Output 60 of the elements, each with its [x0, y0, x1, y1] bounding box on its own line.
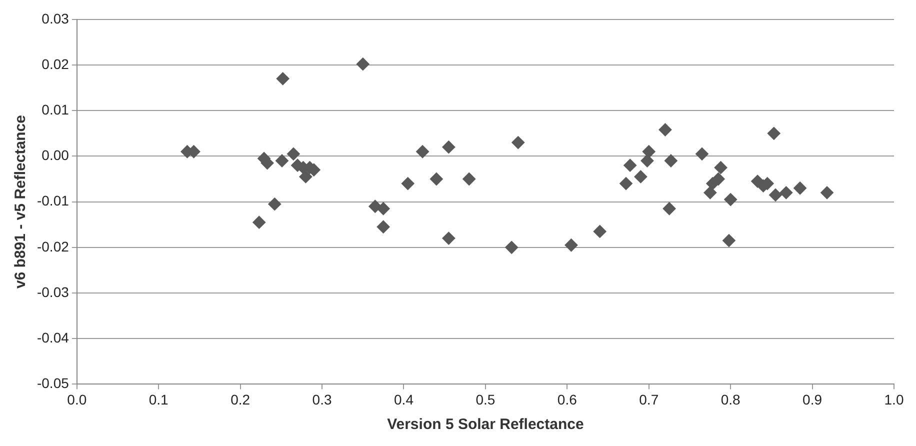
point — [712, 172, 725, 186]
point — [624, 158, 637, 172]
x-tick-label: 0.4 — [394, 391, 414, 408]
x-tick-label: 0.2 — [230, 391, 250, 408]
point — [767, 126, 780, 140]
point — [722, 234, 736, 248]
y-tick-label: -0.02 — [36, 238, 70, 254]
point — [442, 140, 456, 154]
x-axis-title: Version 5 Solar Reflectance — [387, 416, 584, 434]
point — [769, 188, 782, 202]
point — [299, 170, 312, 184]
point — [619, 177, 632, 190]
point — [356, 58, 370, 71]
point — [634, 170, 648, 184]
point — [724, 193, 738, 206]
y-tick-label: 0.00 — [42, 147, 70, 164]
point — [505, 240, 518, 254]
point — [664, 154, 678, 168]
y-tick-label: 0.03 — [42, 10, 70, 26]
x-tick-label: 0.5 — [476, 391, 496, 408]
y-tick-label: 0.01 — [42, 101, 70, 118]
x-tick-label: 0.0 — [67, 391, 87, 408]
y-axis-title: v6 b891 - v5 Reflectance — [12, 115, 30, 289]
y-tick-label: -0.05 — [36, 375, 70, 392]
point — [416, 145, 430, 158]
point — [401, 177, 414, 190]
point — [662, 202, 676, 216]
point — [780, 186, 793, 200]
point — [695, 147, 708, 160]
point — [376, 202, 390, 216]
point — [564, 238, 578, 252]
x-tick-label: 1.0 — [884, 391, 904, 408]
x-tick-label: 0.7 — [639, 391, 659, 408]
x-tick-label: 0.8 — [720, 391, 741, 408]
point — [512, 136, 525, 150]
point — [276, 72, 290, 86]
point — [462, 172, 476, 186]
point — [820, 186, 834, 200]
point — [286, 147, 300, 160]
point — [442, 232, 456, 245]
point — [276, 154, 288, 168]
point — [658, 123, 672, 136]
x-tick-label: 0.3 — [312, 391, 332, 408]
point — [714, 161, 728, 174]
x-tick-label: 0.1 — [148, 391, 169, 408]
point — [376, 220, 390, 234]
point — [252, 216, 266, 229]
y-tick-label: -0.03 — [36, 284, 70, 300]
point — [704, 186, 717, 200]
point — [640, 154, 654, 168]
y-tick-label: 0.02 — [42, 56, 70, 72]
point — [593, 224, 606, 238]
point — [794, 182, 807, 195]
y-tick-label: -0.01 — [36, 192, 70, 209]
point — [268, 198, 282, 211]
point — [642, 145, 656, 158]
point — [430, 172, 443, 186]
x-tick-label: 0.9 — [802, 391, 822, 408]
x-tick-label: 0.6 — [557, 391, 578, 408]
y-tick-label: -0.04 — [36, 329, 70, 346]
